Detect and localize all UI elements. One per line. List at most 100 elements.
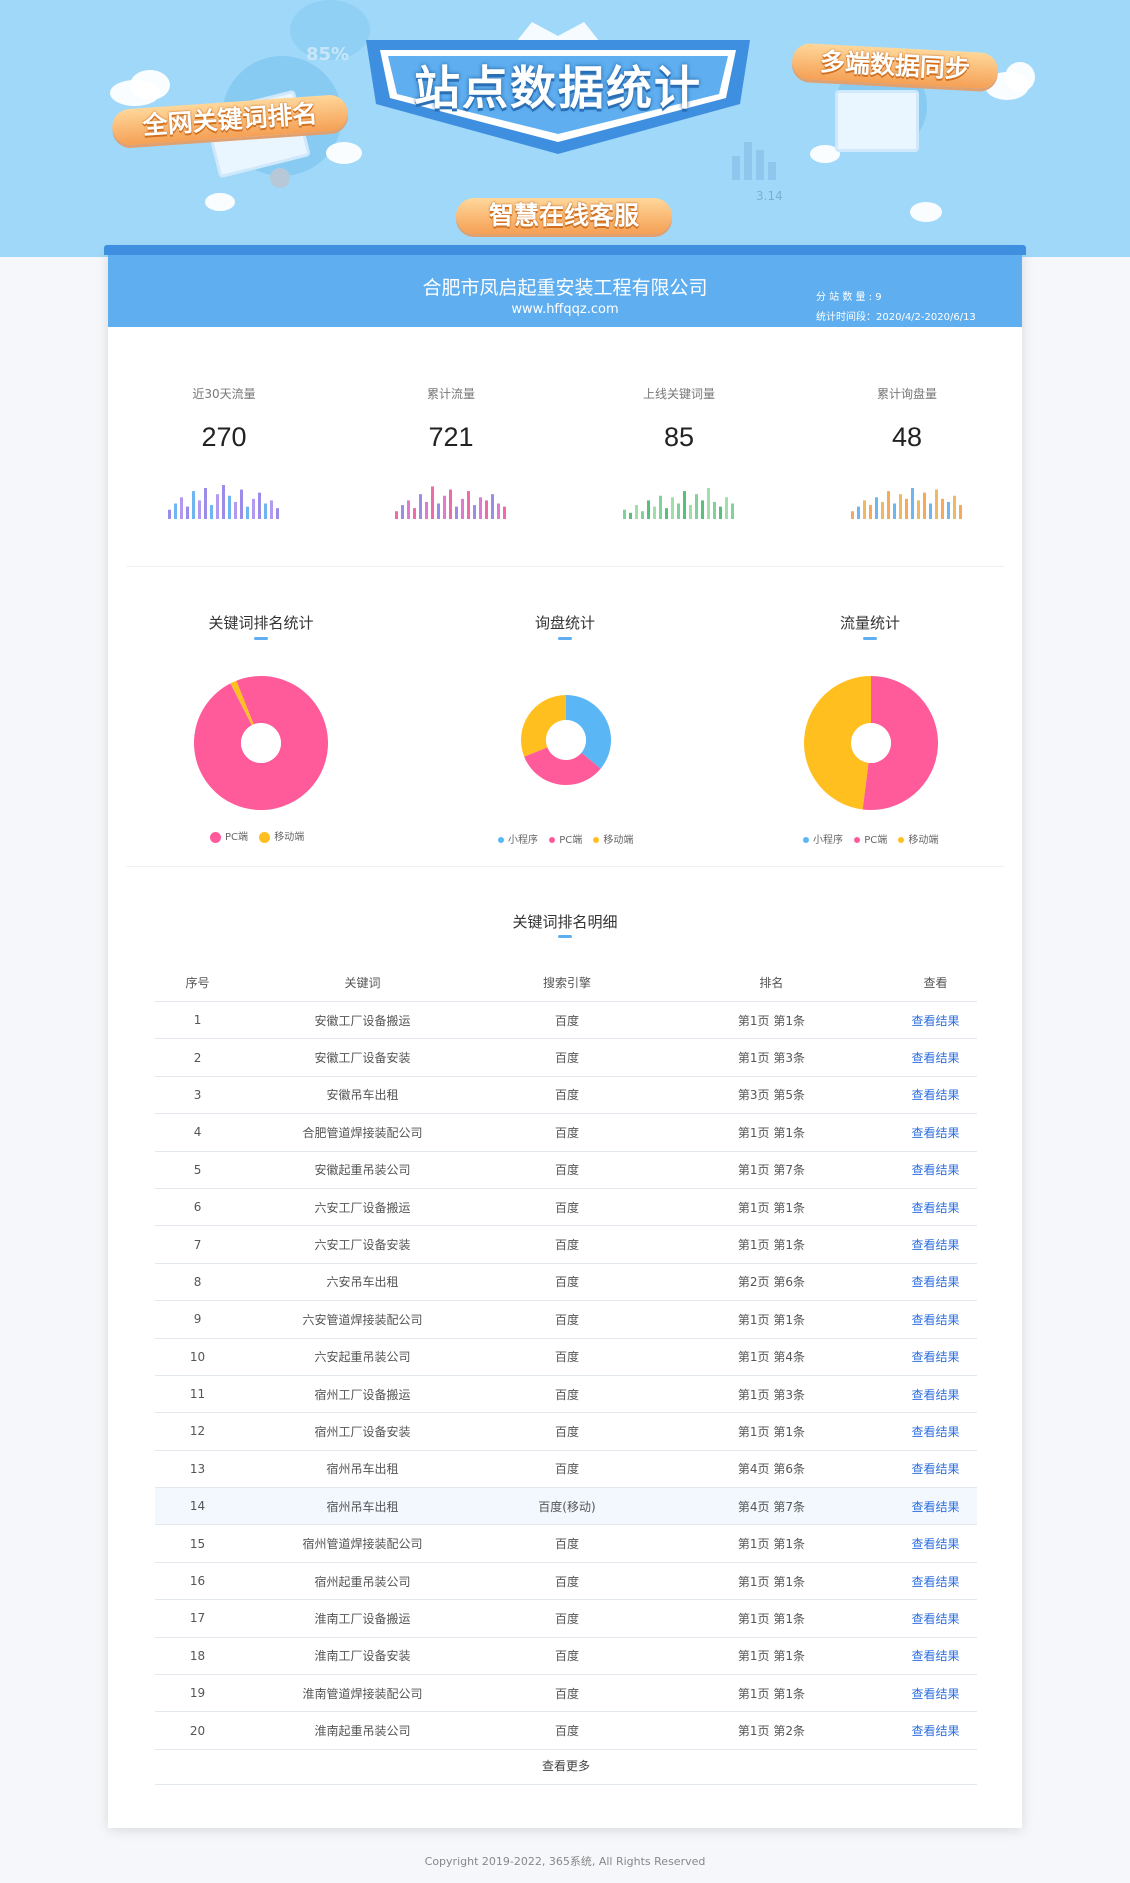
pie-slice (230, 680, 254, 726)
table-row: 14 宿州吊车出租 百度(移动) 第4页 第7条 查看结果 (155, 1487, 977, 1526)
row-index: 20 (155, 1711, 241, 1750)
view-result-link[interactable]: 查看结果 (911, 1649, 960, 1664)
site-url[interactable]: www.hffqqz.com (511, 302, 619, 317)
row-keyword: 淮南工厂设备安装 (240, 1637, 485, 1676)
sparkline-bar (276, 508, 279, 519)
view-result-link[interactable]: 查看结果 (911, 1312, 960, 1327)
view-result-link[interactable]: 查看结果 (911, 1125, 960, 1140)
table-row: 11 宿州工厂设备搬运 百度 第1页 第3条 查看结果 (155, 1375, 977, 1414)
row-view: 查看结果 (893, 1001, 977, 1040)
company-name: 合肥市凤启起重安装工程有限公司 (422, 277, 708, 299)
view-result-link[interactable]: 查看结果 (911, 1163, 960, 1178)
pie-hole (851, 723, 891, 763)
row-keyword: 六安起重吊装公司 (240, 1338, 485, 1376)
view-result-link[interactable]: 查看结果 (911, 1686, 960, 1701)
view-result-link[interactable]: 查看结果 (911, 1424, 960, 1439)
row-rank: 第1页 第1条 (648, 1188, 894, 1227)
row-keyword: 安徽吊车出租 (240, 1076, 485, 1115)
shield-badge (366, 22, 750, 154)
stat-label: 近30天流量 (192, 387, 256, 401)
view-result-link[interactable]: 查看结果 (911, 1013, 960, 1028)
sparkline-bar (395, 511, 398, 519)
sparkline-bar (683, 491, 686, 519)
view-result-link[interactable]: 查看结果 (911, 1088, 960, 1103)
table-row: 4 合肥管道焊接装配公司 百度 第1页 第1条 查看结果 (155, 1113, 977, 1152)
sparkline-bar (653, 506, 656, 519)
row-rank: 第1页 第1条 (648, 1113, 894, 1152)
pin-icon (270, 168, 290, 188)
row-view: 查看结果 (893, 1375, 977, 1414)
row-engine: 百度 (484, 1599, 649, 1638)
legend-inquiry: 小程序 PC端 移动端 (490, 831, 633, 846)
sparkline-bar (947, 501, 950, 519)
title-underline (863, 637, 877, 640)
row-view: 查看结果 (893, 1076, 977, 1115)
sparkline-traffic-total (395, 486, 506, 519)
pie-hole (241, 723, 281, 763)
view-result-link[interactable]: 查看结果 (911, 1724, 960, 1739)
sparkline-bar (647, 500, 650, 519)
sparkline-bar (192, 491, 195, 519)
row-keyword: 宿州起重吊装公司 (240, 1562, 485, 1601)
row-engine: 百度 (484, 1038, 649, 1077)
legend-dot-pc (549, 837, 556, 843)
view-result-link[interactable]: 查看结果 (911, 1499, 960, 1514)
sparkline-bar (491, 494, 494, 519)
sparkline-bar (623, 509, 626, 519)
pie-title-keyword-rank: 关键词排名统计 (208, 614, 314, 632)
sparkline-bar (869, 505, 872, 519)
view-more-button[interactable]: 查看更多 (155, 1748, 977, 1785)
sparkline-inquiries (851, 488, 962, 519)
view-result-link[interactable]: 查看结果 (911, 1051, 960, 1066)
row-keyword: 安徽工厂设备安装 (240, 1038, 485, 1077)
sparkline-bar (407, 500, 410, 519)
stat-value: 85 (663, 422, 695, 452)
pie-chart-keyword-rank (194, 676, 329, 810)
row-view: 查看结果 (893, 1599, 977, 1638)
sparkline-bar (180, 497, 183, 519)
table-title: 关键词排名明细 (512, 913, 618, 931)
card-header: 合肥市凤启起重安装工程有限公司 www.hffqqz.com 分 站 数 量 :… (108, 255, 1022, 327)
row-index: 6 (155, 1188, 241, 1227)
row-view: 查看结果 (893, 1674, 977, 1713)
stat-inquiries-total: 累计询盘量 48 (797, 385, 1017, 453)
pie-chart-inquiry (521, 695, 611, 785)
pie-slice (862, 676, 938, 810)
table-row: 7 六安工厂设备安装 百度 第1页 第1条 查看结果 (155, 1225, 977, 1264)
sparkline-bar (701, 500, 704, 519)
view-result-link[interactable]: 查看结果 (911, 1387, 960, 1402)
row-rank: 第3页 第5条 (648, 1076, 894, 1115)
row-index: 14 (155, 1487, 241, 1526)
view-result-link[interactable]: 查看结果 (911, 1275, 960, 1290)
pie-slice (566, 695, 611, 769)
row-view: 查看结果 (893, 1038, 977, 1077)
view-result-link[interactable]: 查看结果 (911, 1350, 960, 1365)
sparkline-bar (899, 494, 902, 519)
view-result-link[interactable]: 查看结果 (911, 1238, 960, 1253)
row-keyword: 六安管道焊接装配公司 (240, 1300, 485, 1339)
row-index: 7 (155, 1225, 241, 1264)
row-rank: 第1页 第1条 (648, 1674, 894, 1713)
row-view: 查看结果 (893, 1450, 977, 1489)
view-result-link[interactable]: 查看结果 (911, 1537, 960, 1552)
row-engine: 百度 (484, 1001, 649, 1040)
sparkline-bar (929, 503, 932, 519)
view-result-link[interactable]: 查看结果 (911, 1462, 960, 1477)
sparkline-bar (210, 505, 213, 519)
view-result-link[interactable]: 查看结果 (911, 1611, 960, 1626)
row-index: 17 (155, 1599, 241, 1638)
cloud (326, 142, 362, 164)
row-keyword: 宿州工厂设备安装 (240, 1412, 485, 1451)
row-keyword: 六安工厂设备安装 (240, 1225, 485, 1264)
view-result-link[interactable]: 查看结果 (911, 1200, 960, 1215)
row-index: 18 (155, 1637, 241, 1676)
substation-count: 分 站 数 量 : 9 (816, 292, 882, 303)
row-engine: 百度 (484, 1151, 649, 1189)
row-engine: 百度 (484, 1338, 649, 1376)
table-row: 19 淮南管道焊接装配公司 百度 第1页 第1条 查看结果 (155, 1674, 977, 1713)
title-underline (558, 935, 572, 938)
sparkline-bar (887, 491, 890, 519)
legend-dot-miniprogram (803, 837, 809, 843)
table-row: 2 安徽工厂设备安装 百度 第1页 第3条 查看结果 (155, 1038, 977, 1077)
view-result-link[interactable]: 查看结果 (911, 1574, 960, 1589)
